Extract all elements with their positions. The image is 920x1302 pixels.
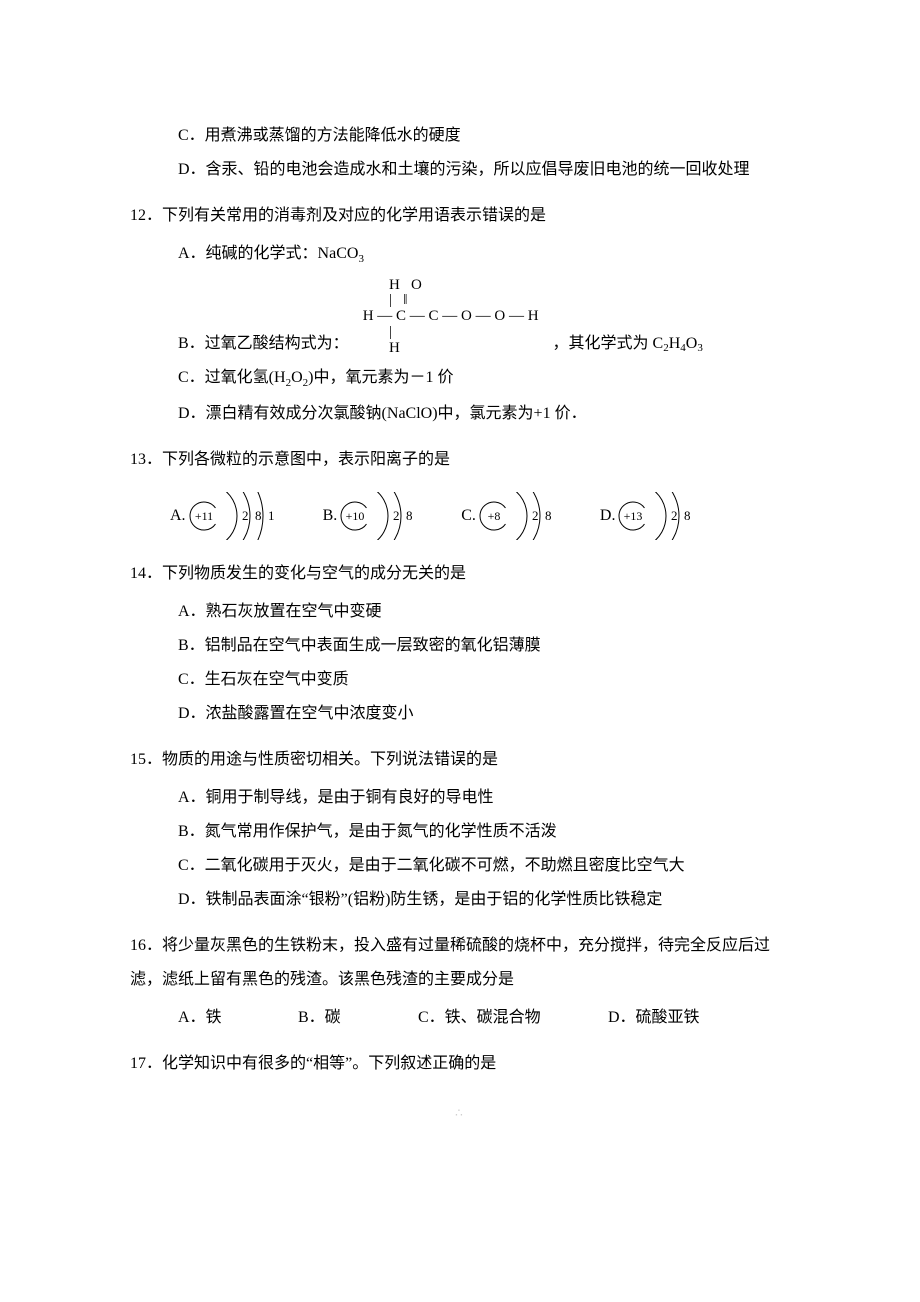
q14-opt-a: A．熟石灰放置在空气中变硬: [178, 600, 790, 624]
svg-text:2: 2: [532, 508, 539, 523]
q12c-post: )中，氧元素为－1 价: [308, 369, 453, 386]
atom-svg-icon: +10 28: [339, 492, 413, 540]
atom-option-label: D.: [600, 504, 616, 528]
q12-opt-b-pre: B．过氧乙酸结构式为：: [178, 332, 349, 356]
q12-opt-a: A．纯碱的化学式：NaCO3: [178, 242, 790, 268]
svg-text:+13: +13: [624, 509, 643, 523]
atom-diagram: A. +11 281: [170, 492, 275, 540]
footer-mark: ∴: [130, 1104, 790, 1122]
q15-options: A．铜用于制导线，是由于铜有良好的导电性 B．氮气常用作保护气，是由于氮气的化学…: [178, 786, 790, 912]
atom-option-label: B.: [323, 504, 338, 528]
o-txt: O: [686, 332, 698, 356]
atom-diagram: B. +10 28: [323, 492, 414, 540]
q12-opt-b-post: ，其化学式为 C: [553, 332, 664, 356]
svg-text:+8: +8: [488, 509, 501, 523]
svg-text:8: 8: [684, 508, 691, 523]
q15-opt-a: A．铜用于制导线，是由于铜有良好的导电性: [178, 786, 790, 810]
h-txt: H: [669, 332, 681, 356]
atom-svg-icon: +13 28: [617, 492, 691, 540]
atom-svg-icon: +8 28: [478, 492, 552, 540]
q11-opt-c: C．用煮沸或蒸馏的方法能降低水的硬度: [178, 124, 790, 148]
sub-o3: 3: [697, 340, 703, 357]
svg-text:1: 1: [268, 508, 275, 523]
q14-opt-c: C．生石灰在空气中变质: [178, 668, 790, 692]
svg-text:2: 2: [671, 508, 678, 523]
q12-options: A．纯碱的化学式：NaCO3 B．过氧乙酸结构式为： H O | ‖ H — C…: [178, 242, 790, 426]
atom-option-label: A.: [170, 504, 186, 528]
structural-formula: H O | ‖ H — C — C — O — O — H | H: [363, 278, 539, 357]
q16-stem-line2: 滤，滤纸上留有黑色的残渣。该黑色残渣的主要成分是: [130, 968, 790, 992]
struct-row-1: H O: [363, 278, 539, 294]
atom-option-label: C.: [461, 504, 476, 528]
atom-svg-icon: +11 281: [188, 492, 275, 540]
q14-opt-d: D．浓盐酸露置在空气中浓度变小: [178, 702, 790, 726]
q12-opt-a-text: A．纯碱的化学式：NaCO: [178, 245, 358, 262]
q12-stem: 12．下列有关常用的消毒剂及对应的化学用语表示错误的是: [130, 204, 790, 228]
q16-opt-a: A．铁: [178, 1006, 298, 1030]
q14-stem: 14．下列物质发生的变化与空气的成分无关的是: [130, 562, 790, 586]
q15-stem: 15．物质的用途与性质密切相关。下列说法错误的是: [130, 748, 790, 772]
svg-text:+10: +10: [346, 509, 365, 523]
q17-stem: 17．化学知识中有很多的“相等”。下列叙述正确的是: [130, 1052, 790, 1076]
q13-diagrams: A.+11281B.+1028C.+828D.+1328: [170, 492, 790, 540]
svg-text:2: 2: [242, 508, 249, 523]
svg-text:+11: +11: [194, 509, 212, 523]
q12-opt-b: B．过氧乙酸结构式为： H O | ‖ H — C — C — O — O — …: [178, 278, 790, 357]
q16-options: A．铁 B．碳 C．铁、碳混合物 D．硫酸亚铁: [178, 1006, 790, 1030]
q16-opt-b: B．碳: [298, 1006, 418, 1030]
q12c-mid: O: [291, 369, 303, 386]
q16-stem-line1: 16．将少量灰黑色的生铁粉末，投入盛有过量稀硫酸的烧杯中，充分搅拌，待完全反应后…: [130, 934, 790, 958]
q14-opt-b: B．铝制品在空气中表面生成一层致密的氧化铝薄膜: [178, 634, 790, 658]
struct-row-4: |: [363, 325, 539, 341]
q12-opt-c: C．过氧化氢(H2O2)中，氧元素为－1 价: [178, 366, 790, 392]
atom-diagram: C. +8 28: [461, 492, 552, 540]
q16-opt-d: D．硫酸亚铁: [608, 1006, 748, 1030]
footer-dot-icon: ∴: [455, 1106, 465, 1120]
q16-opt-c: C．铁、碳混合物: [418, 1006, 608, 1030]
q11-opt-d: D．含汞、铅的电池会造成水和土壤的污染，所以应倡导废旧电池的统一回收处理: [178, 158, 790, 182]
q15-opt-b: B．氮气常用作保护气，是由于氮气的化学性质不活泼: [178, 820, 790, 844]
q12-opt-a-sub: 3: [358, 253, 364, 265]
q13-stem: 13．下列各微粒的示意图中，表示阳离子的是: [130, 448, 790, 472]
q11-options: C．用煮沸或蒸馏的方法能降低水的硬度 D．含汞、铅的电池会造成水和土壤的污染，所…: [178, 124, 790, 182]
struct-row-5: H: [363, 341, 539, 357]
q15-opt-d: D．铁制品表面涂“银粉”(铝粉)防生锈，是由于铝的化学性质比铁稳定: [178, 888, 790, 912]
q14-options: A．熟石灰放置在空气中变硬 B．铝制品在空气中表面生成一层致密的氧化铝薄膜 C．…: [178, 600, 790, 726]
svg-text:8: 8: [406, 508, 413, 523]
struct-row-2: | ‖: [363, 293, 539, 309]
struct-row-3: H — C — C — O — O — H: [363, 309, 539, 325]
svg-text:8: 8: [545, 508, 552, 523]
q12c-pre: C．过氧化氢(H: [178, 369, 286, 386]
atom-diagram: D. +13 28: [600, 492, 692, 540]
q12-opt-d: D．漂白精有效成分次氯酸钠(NaClO)中，氯元素为+1 价．: [178, 402, 790, 426]
q15-opt-c: C．二氧化碳用于灭火，是由于二氧化碳不可燃，不助燃且密度比空气大: [178, 854, 790, 878]
svg-text:8: 8: [255, 508, 262, 523]
svg-text:2: 2: [393, 508, 400, 523]
